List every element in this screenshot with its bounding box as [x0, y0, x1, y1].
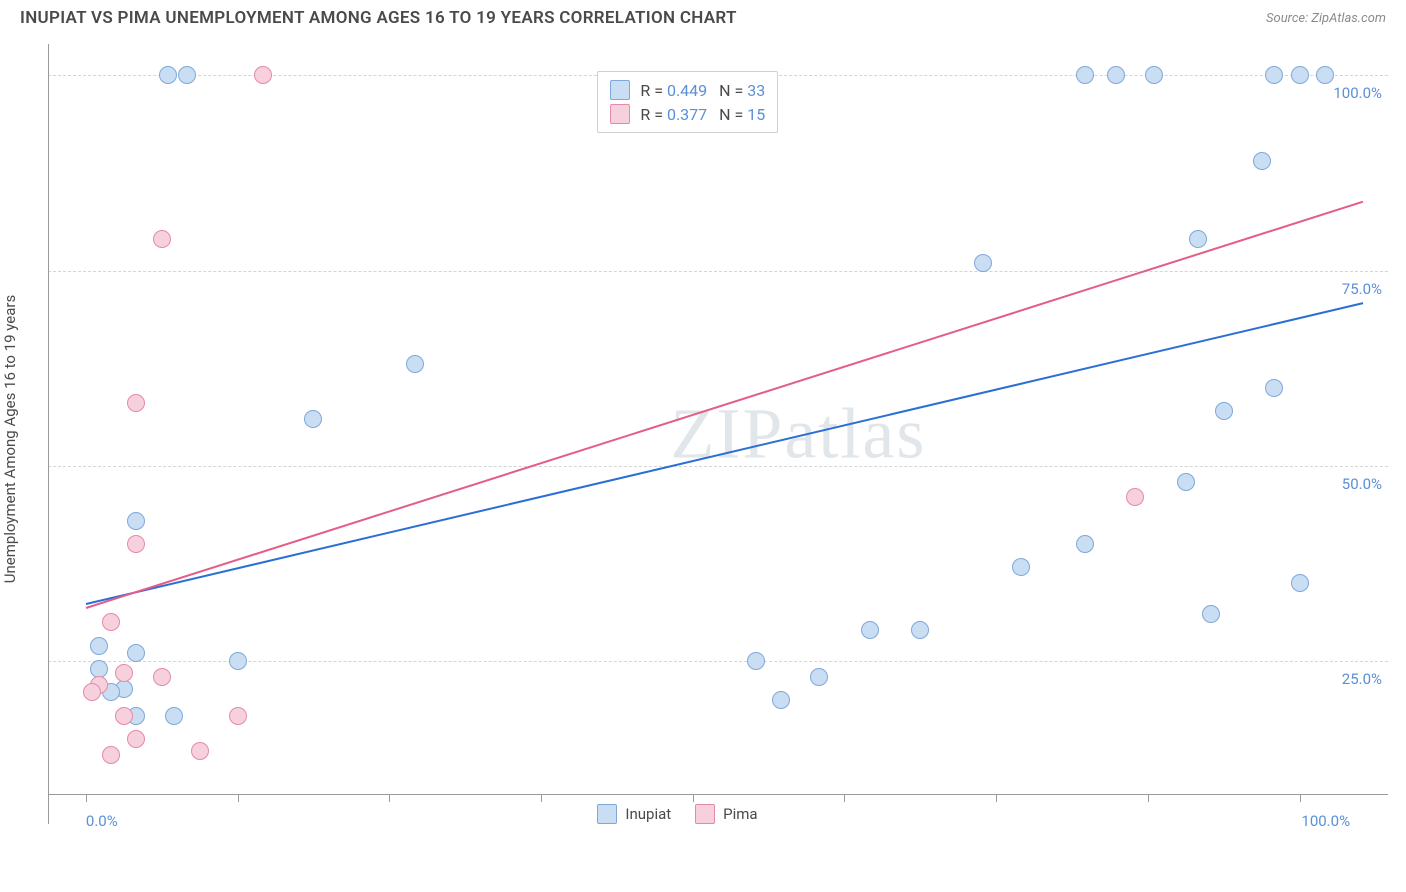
scatter-point — [1145, 66, 1163, 84]
scatter-point — [1189, 230, 1207, 248]
scatter-point — [772, 691, 790, 709]
legend-label: Pima — [723, 805, 757, 823]
scatter-point — [127, 394, 145, 412]
gridline-y — [48, 271, 1388, 272]
gridline-y — [48, 466, 1388, 467]
x-tick — [693, 794, 694, 802]
legend-row: R = 0.377 N = 15 — [610, 102, 765, 126]
legend-text: R = 0.449 N = 33 — [640, 81, 765, 100]
scatter-point — [1291, 574, 1309, 592]
x-tick — [996, 794, 997, 802]
legend-swatch — [610, 80, 630, 100]
scatter-point — [1265, 66, 1283, 84]
scatter-point — [127, 535, 145, 553]
scatter-point — [90, 637, 108, 655]
x-tick — [86, 794, 87, 802]
legend-row: R = 0.449 N = 33 — [610, 78, 765, 102]
legend-label: Inupiat — [625, 805, 671, 823]
scatter-point — [304, 410, 322, 428]
scatter-point — [1177, 473, 1195, 491]
scatter-point — [127, 730, 145, 748]
scatter-point — [747, 652, 765, 670]
scatter-point — [159, 66, 177, 84]
scatter-point — [229, 707, 247, 725]
source-label: Source: ZipAtlas.com — [1266, 11, 1386, 26]
scatter-point — [911, 621, 929, 639]
scatter-point — [191, 742, 209, 760]
scatter-point — [254, 66, 272, 84]
scatter-point — [1265, 379, 1283, 397]
gridline-y — [48, 661, 1388, 662]
scatter-point — [178, 66, 196, 84]
scatter-point — [153, 230, 171, 248]
legend-swatch — [597, 804, 617, 824]
scatter-point — [1107, 66, 1125, 84]
scatter-point — [102, 613, 120, 631]
scatter-point — [406, 355, 424, 373]
scatter-point — [127, 644, 145, 662]
scatter-point — [1202, 605, 1220, 623]
scatter-point — [1215, 402, 1233, 420]
scatter-point — [1126, 488, 1144, 506]
x-tick-label: 100.0% — [1301, 812, 1350, 830]
trend-line — [86, 302, 1363, 605]
x-tick — [389, 794, 390, 802]
x-tick — [238, 794, 239, 802]
x-tick — [1148, 794, 1149, 802]
y-tick-label: 100.0% — [1333, 84, 1382, 102]
scatter-point — [1012, 558, 1030, 576]
scatter-point — [1076, 535, 1094, 553]
scatter-point — [153, 668, 171, 686]
trend-line — [86, 200, 1363, 608]
legend-text: R = 0.377 N = 15 — [640, 105, 765, 124]
scatter-point — [165, 707, 183, 725]
scatter-point — [974, 254, 992, 272]
legend-series: Inupiat Pima — [597, 804, 757, 824]
scatter-point — [1253, 152, 1271, 170]
y-tick-label: 25.0% — [1342, 670, 1382, 688]
x-tick-label: 0.0% — [86, 812, 118, 830]
scatter-point — [127, 512, 145, 530]
x-tick — [844, 794, 845, 802]
scatter-point — [1076, 66, 1094, 84]
legend-item: Pima — [695, 804, 757, 824]
scatter-point — [1291, 66, 1309, 84]
scatter-point — [810, 668, 828, 686]
scatter-point — [115, 664, 133, 682]
y-tick-label: 50.0% — [1342, 475, 1382, 493]
scatter-point — [861, 621, 879, 639]
y-axis-label: Unemployment Among Ages 16 to 19 years — [1, 295, 19, 583]
legend-swatch — [610, 104, 630, 124]
plot-area: 25.0%50.0%75.0%100.0%0.0%100.0%ZIPatlasR… — [48, 44, 1388, 824]
x-axis — [48, 794, 1388, 795]
y-axis — [48, 44, 49, 824]
x-tick — [541, 794, 542, 802]
scatter-point — [102, 746, 120, 764]
chart-title: INUPIAT VS PIMA UNEMPLOYMENT AMONG AGES … — [20, 8, 737, 28]
scatter-point — [1316, 66, 1334, 84]
y-tick-label: 75.0% — [1342, 280, 1382, 298]
legend-item: Inupiat — [597, 804, 671, 824]
x-tick — [1300, 794, 1301, 802]
scatter-point — [115, 707, 133, 725]
plot-wrap: 25.0%50.0%75.0%100.0%0.0%100.0%ZIPatlasR… — [48, 44, 1388, 824]
scatter-point — [83, 683, 101, 701]
legend-swatch — [695, 804, 715, 824]
legend-stats: R = 0.449 N = 33 R = 0.377 N = 15 — [597, 71, 778, 133]
scatter-point — [229, 652, 247, 670]
